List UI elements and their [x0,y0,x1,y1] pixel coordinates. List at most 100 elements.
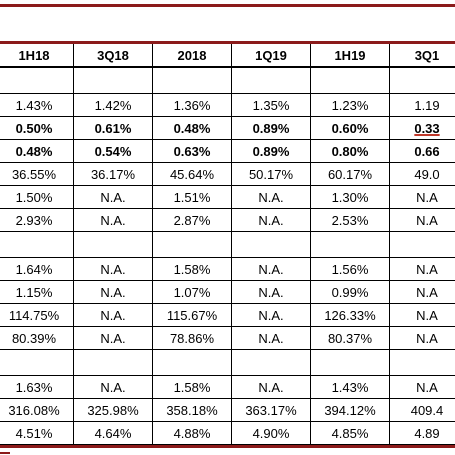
table-cell: N.A [389,185,455,209]
table-cell: 358.18% [152,398,232,422]
table-row: 1.15% N.A. 1.07% N.A. 0.99% N.A [0,280,455,304]
table-cell: 1.19 [389,93,455,117]
table-cell: N.A. [73,303,153,327]
table-row: 0.48% 0.54% 0.63% 0.89% 0.80% 0.66 [0,139,455,163]
table-cell: N.A [389,280,455,304]
table-cell: N.A. [231,326,311,350]
table-cell: N.A. [73,326,153,350]
table-cell: 0.89% [231,116,311,140]
table-cell: 1.43% [0,93,74,117]
column-header: 1H19 [310,44,390,68]
table-cell [389,66,455,94]
table-cell: N.A. [73,257,153,281]
table-cell: 78.86% [152,326,232,350]
table-cell: 0.66 [389,139,455,163]
column-header: 2018 [152,44,232,68]
table-cell [73,66,153,94]
table-cell: 4.89 [389,421,455,445]
table-row: 114.75% N.A. 115.67% N.A. 126.33% N.A [0,303,455,327]
table-cell: 4.85% [310,421,390,445]
table-cell: 2.53% [310,208,390,232]
table-row: 0.50% 0.61% 0.48% 0.89% 0.60% 0.33 [0,116,455,140]
table-cell: 36.55% [0,162,74,186]
table-cell [0,66,74,94]
table-row: 4.51% 4.64% 4.88% 4.90% 4.85% 4.89 [0,421,455,445]
table-row: 1.64% N.A. 1.58% N.A. 1.56% N.A [0,257,455,281]
table-cell: 1.50% [0,185,74,209]
table-cell: N.A [389,257,455,281]
table-cell [389,349,455,376]
table-cell [152,66,232,94]
table-cell: 114.75% [0,303,74,327]
table-cell: N.A. [231,303,311,327]
table-cell: 1.56% [310,257,390,281]
table-cell: 4.90% [231,421,311,445]
table-cell: N.A. [73,185,153,209]
table-cell: 0.89% [231,139,311,163]
table-cell: 0.54% [73,139,153,163]
table-cell: 2.93% [0,208,74,232]
table-cell: 1.42% [73,93,153,117]
table-cell: 1.63% [0,375,74,399]
table-cell [0,349,74,376]
table-cell [73,231,153,258]
table-cell: 1.30% [310,185,390,209]
table-cell: 1.51% [152,185,232,209]
column-header: 1Q19 [231,44,311,68]
section-spacer-row [0,66,455,94]
table-cell: 4.88% [152,421,232,445]
table-cell: N.A [389,303,455,327]
table-cell: N.A. [231,257,311,281]
table-cell: N.A [389,375,455,399]
table-cell: 0.50% [0,116,74,140]
table-cell [231,66,311,94]
table-cell: 325.98% [73,398,153,422]
table-cell: 126.33% [310,303,390,327]
table-cell [310,66,390,94]
table-row: 80.39% N.A. 78.86% N.A. 80.37% N.A [0,326,455,350]
table-cell: 0.99% [310,280,390,304]
table-cell: 4.51% [0,421,74,445]
table-cell: 0.60% [310,116,390,140]
header-row: 1H18 3Q18 2018 1Q19 1H19 3Q1 [0,44,455,68]
table-cell: N.A. [231,280,311,304]
table-cell: 36.17% [73,162,153,186]
table-cell: 60.17% [310,162,390,186]
table-row: 36.55% 36.17% 45.64% 50.17% 60.17% 49.0 [0,162,455,186]
table-cell [0,231,74,258]
table-cell: 45.64% [152,162,232,186]
table-cell: 4.64% [73,421,153,445]
table-cell: 1.58% [152,257,232,281]
table-cell: N.A. [73,375,153,399]
table-cell: 394.12% [310,398,390,422]
table-cell: 363.17% [231,398,311,422]
table-cell: 0.33 [389,116,455,140]
table-cell: 49.0 [389,162,455,186]
table-cell: 316.08% [0,398,74,422]
table-cell [231,349,311,376]
table-cell: 80.37% [310,326,390,350]
table-cell [310,231,390,258]
table-row: 1.43% 1.42% 1.36% 1.35% 1.23% 1.19 [0,93,455,117]
table-row: 1.50% N.A. 1.51% N.A. 1.30% N.A [0,185,455,209]
table-row: 316.08% 325.98% 358.18% 363.17% 394.12% 409.4 [0,398,455,422]
financial-metrics-table-wrapper: 1H18 3Q18 2018 1Q19 1H19 3Q1 1.43% 1.42% 1… [0,41,455,448]
table-cell: 0.80% [310,139,390,163]
column-header: 3Q18 [73,44,153,68]
table-cell: 0.48% [152,116,232,140]
table-cell: N.A. [231,185,311,209]
table-cell: 1.43% [310,375,390,399]
bottom-rule-fragment [0,452,10,454]
table-cell: N.A [389,326,455,350]
table-cell: 1.64% [0,257,74,281]
table-cell: N.A. [73,280,153,304]
table-cell [389,231,455,258]
top-rule [0,4,455,7]
table-cell: 1.35% [231,93,311,117]
table-cell [310,349,390,376]
table-cell: N.A. [231,375,311,399]
table-cell: 0.48% [0,139,74,163]
table-cell [152,349,232,376]
section-spacer-row [0,231,455,258]
table-cell: 80.39% [0,326,74,350]
